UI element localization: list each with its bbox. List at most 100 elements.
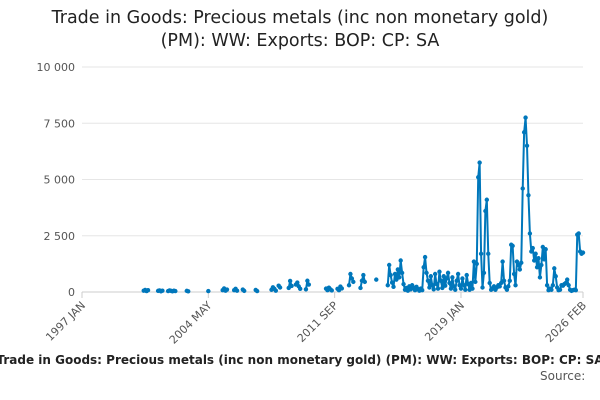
data-point[interactable]: [543, 247, 548, 252]
data-point[interactable]: [464, 272, 469, 278]
data-point[interactable]: [186, 289, 191, 294]
data-point[interactable]: [458, 286, 464, 291]
data-point[interactable]: [506, 284, 511, 289]
data-point[interactable]: [527, 231, 533, 236]
data-point[interactable]: [401, 281, 406, 287]
data-point[interactable]: [349, 276, 355, 281]
data-point[interactable]: [434, 281, 439, 287]
data-point[interactable]: [438, 278, 444, 283]
data-point[interactable]: [437, 269, 442, 274]
data-point[interactable]: [536, 256, 541, 261]
data-point[interactable]: [388, 272, 393, 278]
data-point[interactable]: [549, 287, 554, 292]
data-point[interactable]: [507, 278, 512, 283]
data-point[interactable]: [519, 260, 524, 265]
data-point[interactable]: [487, 280, 492, 286]
data-point[interactable]: [470, 286, 475, 291]
data-point[interactable]: [428, 274, 434, 279]
data-point[interactable]: [481, 270, 487, 276]
data-point[interactable]: [477, 160, 482, 165]
data-point[interactable]: [453, 287, 458, 292]
data-point[interactable]: [500, 259, 505, 264]
data-point[interactable]: [530, 245, 535, 251]
data-point[interactable]: [523, 115, 528, 120]
data-point[interactable]: [420, 288, 425, 293]
data-point[interactable]: [442, 283, 448, 288]
data-point[interactable]: [565, 277, 570, 282]
data-point[interactable]: [478, 251, 484, 256]
data-point[interactable]: [553, 274, 558, 279]
data-point[interactable]: [398, 258, 403, 263]
data-point[interactable]: [537, 275, 543, 280]
data-point[interactable]: [473, 279, 478, 285]
data-point[interactable]: [510, 243, 515, 249]
data-point[interactable]: [529, 249, 534, 254]
data-point[interactable]: [306, 282, 312, 287]
data-point[interactable]: [254, 288, 260, 294]
data-point[interactable]: [145, 288, 151, 293]
data-point[interactable]: [329, 288, 334, 293]
data-point[interactable]: [460, 276, 465, 281]
data-point[interactable]: [289, 283, 294, 289]
data-point[interactable]: [517, 267, 523, 272]
data-point[interactable]: [524, 143, 530, 148]
data-point[interactable]: [457, 283, 462, 288]
data-point[interactable]: [520, 186, 525, 191]
data-point[interactable]: [425, 278, 431, 283]
data-point[interactable]: [173, 288, 178, 294]
data-point[interactable]: [484, 197, 490, 202]
data-point[interactable]: [339, 286, 345, 291]
data-point[interactable]: [511, 271, 517, 277]
data-point[interactable]: [397, 275, 402, 280]
data-point[interactable]: [483, 208, 488, 214]
data-point[interactable]: [539, 262, 544, 268]
data-point[interactable]: [447, 280, 452, 286]
data-point[interactable]: [392, 271, 398, 277]
data-point[interactable]: [395, 267, 401, 272]
data-point[interactable]: [303, 287, 309, 292]
data-point[interactable]: [468, 280, 474, 286]
data-point[interactable]: [526, 193, 531, 198]
data-point[interactable]: [348, 271, 353, 277]
data-point[interactable]: [497, 284, 502, 289]
legend-series-label[interactable]: Trade in Goods: Precious metals (inc non…: [0, 353, 600, 367]
data-point[interactable]: [421, 265, 426, 270]
data-point[interactable]: [463, 287, 468, 292]
data-point[interactable]: [474, 261, 479, 267]
data-point[interactable]: [580, 250, 586, 255]
data-point[interactable]: [387, 262, 392, 268]
data-point[interactable]: [444, 276, 449, 281]
data-point[interactable]: [514, 259, 520, 264]
data-point[interactable]: [431, 287, 436, 292]
data-point[interactable]: [486, 251, 491, 256]
data-point[interactable]: [521, 130, 527, 135]
data-point[interactable]: [346, 283, 352, 288]
data-point[interactable]: [566, 283, 571, 288]
data-point[interactable]: [573, 288, 579, 293]
data-point[interactable]: [450, 275, 455, 280]
data-point[interactable]: [480, 285, 485, 290]
data-point[interactable]: [160, 288, 165, 293]
data-point[interactable]: [451, 284, 456, 289]
data-point[interactable]: [224, 287, 230, 292]
data-point[interactable]: [533, 251, 538, 256]
data-point[interactable]: [432, 271, 438, 277]
data-point[interactable]: [374, 277, 379, 282]
data-point[interactable]: [461, 283, 467, 288]
data-point[interactable]: [424, 270, 429, 276]
data-point[interactable]: [305, 278, 310, 283]
data-point[interactable]: [430, 283, 435, 288]
data-point[interactable]: [206, 288, 211, 294]
data-point[interactable]: [542, 257, 547, 262]
data-point[interactable]: [361, 272, 366, 278]
data-point[interactable]: [435, 286, 441, 291]
data-point[interactable]: [544, 283, 550, 288]
data-point[interactable]: [552, 266, 557, 271]
data-point[interactable]: [391, 284, 396, 290]
data-point[interactable]: [550, 283, 556, 288]
data-point[interactable]: [531, 258, 537, 263]
data-point[interactable]: [504, 287, 510, 292]
data-point[interactable]: [273, 288, 278, 293]
data-point[interactable]: [501, 278, 507, 283]
data-point[interactable]: [445, 270, 451, 276]
